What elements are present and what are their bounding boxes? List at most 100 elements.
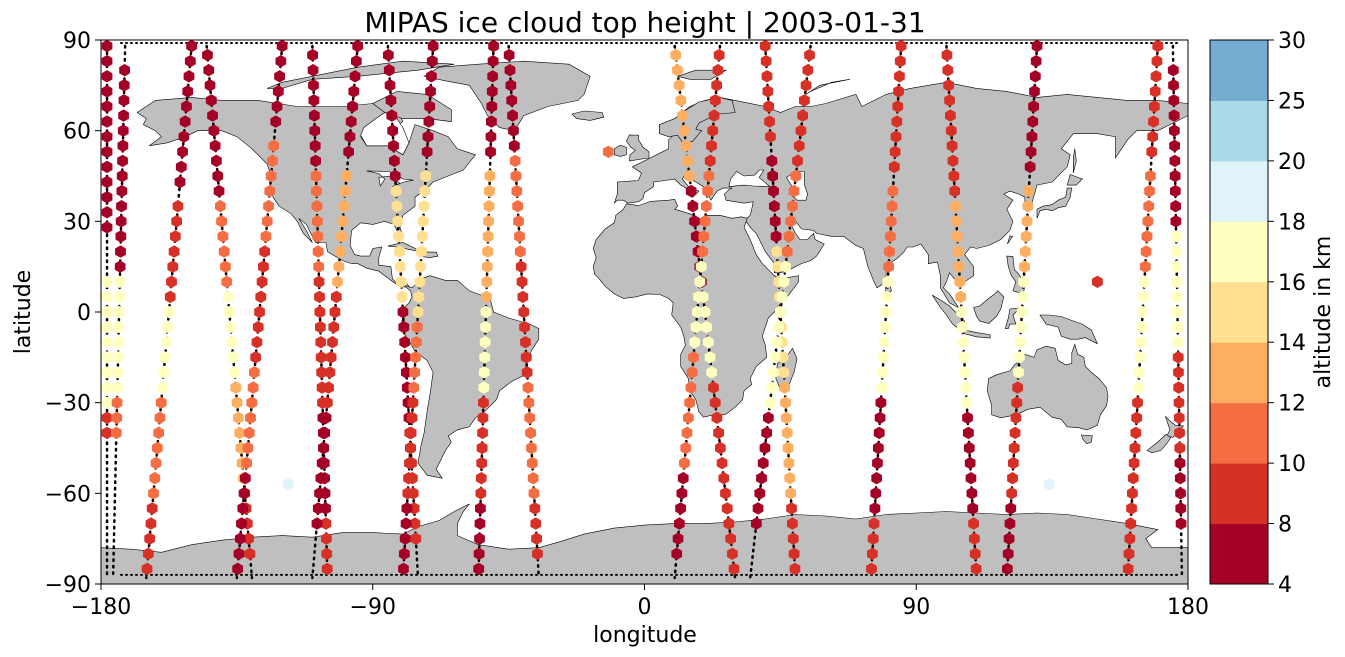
- data-point: [1018, 275, 1029, 288]
- data-point: [1008, 456, 1019, 470]
- x-tick-label: 180: [1167, 595, 1209, 620]
- data-point: [770, 230, 782, 243]
- data-point: [486, 85, 498, 98]
- data-point: [330, 290, 342, 304]
- data-point: [720, 487, 731, 500]
- data-point: [217, 230, 229, 243]
- data-point: [237, 502, 249, 515]
- data-point: [520, 351, 532, 364]
- data-point: [236, 517, 247, 530]
- colorbar-segment: [1210, 342, 1268, 404]
- data-point: [884, 245, 895, 258]
- data-point: [771, 245, 783, 258]
- data-point: [101, 411, 113, 424]
- data-point: [1138, 290, 1149, 304]
- data-point: [234, 426, 245, 440]
- data-point: [213, 184, 225, 198]
- data-point: [413, 290, 425, 304]
- data-point: [329, 305, 341, 319]
- data-point: [788, 547, 800, 560]
- data-point: [1122, 562, 1134, 576]
- data-point: [759, 441, 771, 455]
- data-point: [1174, 456, 1186, 470]
- data-point: [950, 200, 961, 213]
- data-point: [204, 79, 216, 92]
- data-point: [1013, 366, 1024, 379]
- land-hokkaido: [1066, 174, 1083, 186]
- data-point: [473, 562, 485, 576]
- land-sakhalin: [1073, 148, 1077, 174]
- land-ireland: [613, 144, 627, 157]
- data-point: [171, 215, 182, 228]
- data-point: [1173, 411, 1185, 424]
- data-point: [339, 184, 351, 198]
- data-point: [483, 215, 494, 228]
- data-point: [776, 290, 788, 304]
- data-point: [482, 230, 494, 243]
- data-point: [529, 502, 541, 515]
- data-point: [321, 532, 332, 545]
- data-point: [164, 290, 176, 304]
- data-point: [684, 169, 695, 183]
- data-point: [101, 320, 113, 334]
- data-point: [802, 64, 814, 77]
- data-point: [116, 184, 128, 198]
- data-point: [209, 139, 221, 152]
- data-point: [1025, 145, 1037, 158]
- data-point: [113, 305, 125, 319]
- data-point: [1168, 94, 1180, 107]
- data-point: [701, 200, 712, 213]
- data-point: [1030, 55, 1042, 68]
- data-point: [222, 290, 234, 304]
- data-point: [426, 55, 438, 68]
- data-point: [752, 502, 764, 515]
- data-point: [480, 305, 492, 319]
- data-point: [394, 245, 405, 258]
- data-point: [256, 275, 268, 288]
- data-point: [101, 191, 113, 204]
- colorbar-segment: [1210, 523, 1268, 585]
- data-point: [804, 48, 815, 62]
- data-point: [315, 351, 327, 364]
- data-point: [762, 85, 774, 98]
- data-point: [410, 351, 421, 364]
- data-point: [761, 426, 772, 440]
- data-point: [181, 100, 192, 113]
- data-point: [101, 40, 113, 53]
- data-point: [883, 260, 894, 273]
- data-point: [313, 275, 325, 288]
- data-point: [267, 154, 278, 168]
- data-point: [324, 366, 336, 379]
- data-point: [891, 115, 903, 128]
- data-point: [178, 130, 190, 143]
- data-point: [1144, 184, 1155, 198]
- data-point: [519, 320, 530, 334]
- data-point: [765, 130, 776, 143]
- data-point: [680, 139, 692, 152]
- data-point: [787, 532, 799, 545]
- land-sulawesi: [1004, 307, 1022, 329]
- data-point: [316, 366, 327, 379]
- data-point: [1029, 85, 1040, 98]
- data-point: [427, 40, 439, 53]
- data-point: [101, 70, 113, 83]
- data-point: [478, 381, 490, 394]
- data-point: [1026, 130, 1038, 143]
- data-point: [388, 139, 399, 152]
- data-point: [970, 562, 982, 576]
- data-point: [1171, 245, 1182, 258]
- data-point: [886, 200, 898, 213]
- data-point: [1007, 472, 1018, 485]
- data-point: [229, 366, 240, 379]
- data-point: [793, 139, 805, 152]
- data-point: [1141, 230, 1153, 243]
- colorbar-tick-label: 10: [1278, 452, 1306, 477]
- data-point: [336, 230, 347, 243]
- data-point: [698, 230, 710, 243]
- data-point: [1028, 100, 1039, 113]
- data-point: [205, 94, 217, 107]
- data-point: [240, 472, 251, 485]
- data-point: [672, 64, 683, 77]
- data-point: [965, 472, 977, 485]
- data-point: [781, 426, 793, 440]
